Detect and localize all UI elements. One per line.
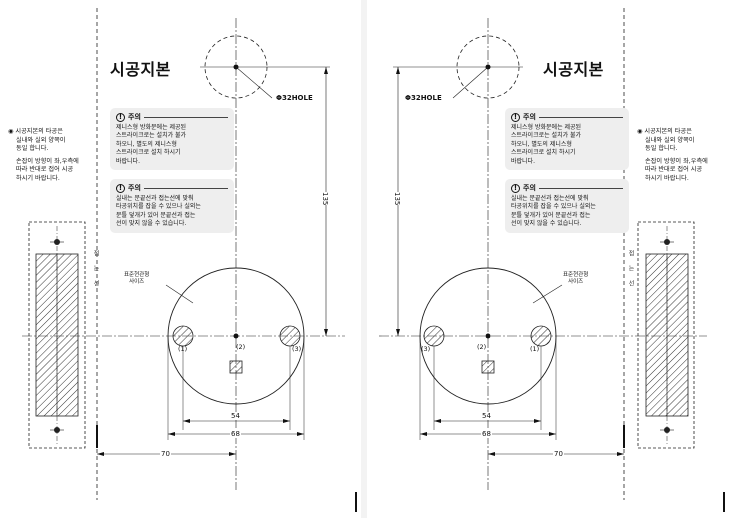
caution-line: 스트라이크로 설치 하시기: [116, 149, 181, 157]
caution-line: 제니스형 방화문에는 제공된: [116, 124, 187, 131]
caution-line: 실내는 문끝선과 접는선에 맞춰: [116, 195, 194, 202]
caution-heading: 주의: [523, 184, 536, 192]
caution-box-1: ! 주의 제니스형 방화문에는 제공된 스트라이크로는 설치가 불가 하오니, 별…: [505, 108, 629, 171]
caution-line: 타공위치를 잡을 수 있으나 실외는: [511, 203, 596, 211]
caution-line: 하오니, 별도의 제니스형: [116, 140, 177, 148]
page-title: 시공지본: [543, 60, 604, 79]
caution-line: 실내는 문끝선과 접는선에 맞춰: [511, 195, 589, 202]
caution-line: 선이 맞지 않을 수 있습니다.: [511, 220, 582, 228]
caution-box-2: ! 주의 실내는 문끝선과 접는선에 맞춰 타공위치를 잡을 수 있으나 실외는 …: [110, 179, 234, 233]
dimension-vertical: 135: [320, 192, 330, 206]
caution-line: 문틀 덮개가 있어 문끝선과 접는: [511, 211, 591, 219]
caution-line: 제니스형 방화문에는 제공된: [511, 124, 582, 131]
side-note-line: 실내와 실외 양쪽이: [16, 136, 66, 144]
hole-size-label: Φ32HOLE: [405, 94, 442, 102]
standard-size-label: 표준현관형 사이즈: [124, 272, 149, 286]
caution-line: 스트라이크로 설치 하시기: [511, 149, 576, 157]
side-note-line: 따라 반대로 접어 시공: [16, 166, 74, 174]
caution-heading: 주의: [128, 184, 141, 192]
square-hole: [481, 360, 495, 374]
caution-heading: 주의: [523, 113, 536, 121]
side-note-line: 따라 반대로 접어 시공: [645, 166, 703, 174]
dimension-offset: 70: [553, 450, 564, 458]
caution-line: 문틀 덮개가 있어 문끝선과 접는: [116, 211, 196, 219]
hole-number-3: (3): [421, 345, 431, 353]
template-page-right: 시공지본 ◉ 시공지본의 타공은 실내와 실외 양쪽이 동일 합니다. 손잡이 …: [367, 0, 730, 518]
standard-size-line: 사이즈: [568, 279, 584, 285]
side-note: ◉ 시공지본의 타공은 실내와 실외 양쪽이 동일 합니다. 손잡이 방향이 좌…: [8, 128, 88, 184]
hole-size-label: Φ32HOLE: [276, 94, 313, 102]
template-page-left: 시공지본 ◉ 시공지본의 타공은 실내와 실외 양쪽이 동일 합니다. 손잡이 …: [0, 0, 361, 518]
caution-line: 타공위치를 잡을 수 있으나 실외는: [116, 203, 201, 211]
side-note-line: 동일 합니다.: [16, 145, 49, 153]
square-hole: [229, 360, 243, 374]
standard-size-line: 표준현관형: [124, 272, 150, 278]
side-note-line: 하시기 바랍니다.: [645, 174, 689, 182]
standard-size-label: 표준현관형 사이즈: [563, 272, 588, 286]
side-note-line: 하시기 바랍니다.: [16, 174, 60, 182]
side-note-line: 시공지본의 타공은: [15, 128, 63, 135]
hole-number-2: (2): [236, 343, 246, 351]
warning-icon: !: [511, 112, 520, 122]
side-note-line: 동일 합니다.: [645, 145, 678, 153]
page-title: 시공지본: [110, 60, 171, 79]
caution-box-2: ! 주의 실내는 문끝선과 접는선에 맞춰 타공위치를 잡을 수 있으나 실외는 …: [505, 179, 629, 233]
warning-icon: !: [116, 112, 125, 122]
strike-outline: [637, 221, 695, 449]
side-note-line: 실내와 실외 양쪽이: [645, 136, 695, 144]
dimension-outer: 68: [230, 430, 241, 438]
warning-icon: !: [511, 183, 520, 193]
hole-1: [530, 325, 552, 347]
caution-line: 스트라이크로는 설치가 불가: [116, 132, 187, 140]
caution-heading: 주의: [128, 113, 141, 121]
standard-size-line: 표준현관형: [563, 272, 589, 278]
hole-3: [423, 325, 445, 347]
template-drawing-left: [22, 8, 357, 512]
hole-number-1: (1): [530, 345, 540, 353]
dimension-inner: 54: [230, 412, 241, 420]
hole-number-1: (1): [178, 345, 188, 353]
caution-line: 바랍니다.: [116, 157, 140, 165]
side-note-line: 손잡이 방향이 좌,우측에: [16, 157, 79, 165]
dimension-offset: 70: [160, 450, 171, 458]
fold-line-label: 접는선: [92, 250, 99, 295]
hole-3: [279, 325, 301, 347]
dimension-outer: 68: [481, 430, 492, 438]
caution-box-1: ! 주의 제니스형 방화문에는 제공된 스트라이크로는 설치가 불가 하오니, 별…: [110, 108, 234, 171]
fold-line-label: 접는선: [627, 250, 634, 295]
hole-number-2: (2): [477, 343, 487, 351]
side-note: ◉ 시공지본의 타공은 실내와 실외 양쪽이 동일 합니다. 손잡이 방향이 좌…: [637, 128, 717, 184]
hole-number-3: (3): [292, 345, 302, 353]
side-note-line: 손잡이 방향이 좌,우측에: [645, 157, 708, 165]
caution-line: 스트라이크로는 설치가 불가: [511, 132, 582, 140]
strike-outline: [28, 221, 86, 449]
caution-line: 선이 맞지 않을 수 있습니다.: [116, 220, 187, 228]
hole-1: [172, 325, 194, 347]
warning-icon: !: [116, 183, 125, 193]
caution-line: 바랍니다.: [511, 157, 535, 165]
standard-size-line: 사이즈: [129, 279, 145, 285]
dimension-inner: 54: [481, 412, 492, 420]
caution-line: 하오니, 별도의 제니스형: [511, 140, 572, 148]
side-note-line: 시공지본의 타공은: [644, 128, 692, 135]
dimension-vertical: 135: [392, 192, 402, 206]
